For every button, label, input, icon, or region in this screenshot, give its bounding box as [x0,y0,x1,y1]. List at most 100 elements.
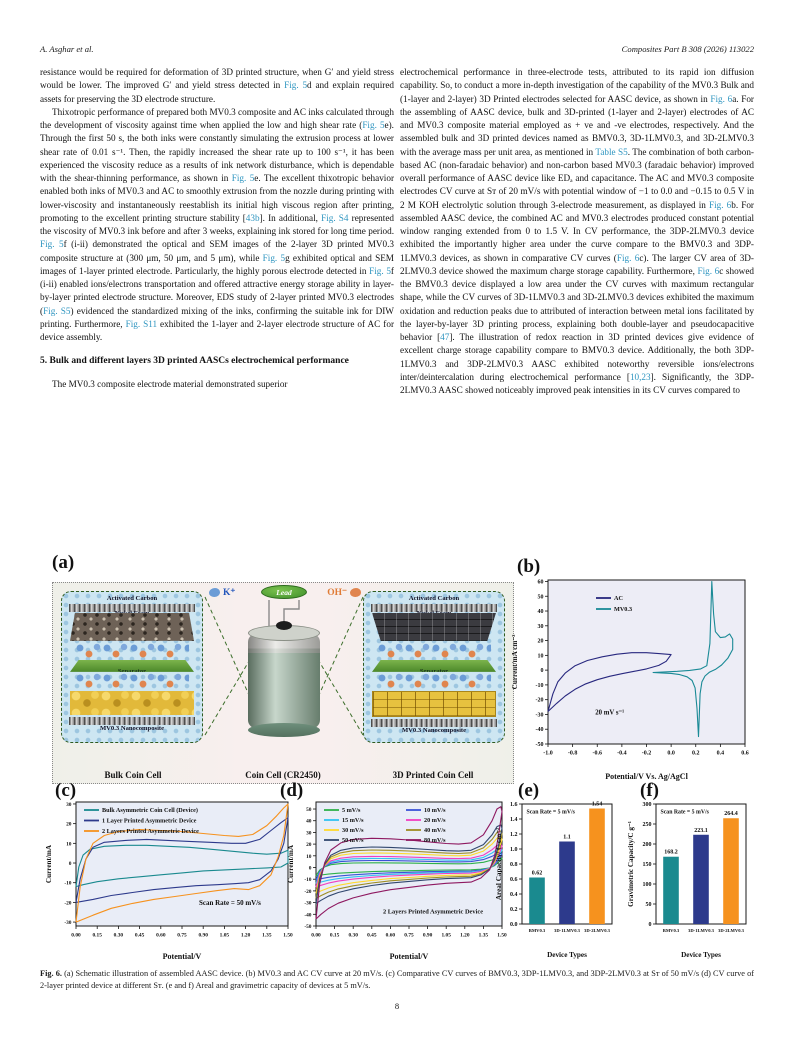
paragraph: The MV0.3 composite electrode material d… [52,379,288,390]
svg-text:-20: -20 [64,900,71,906]
ref-link[interactable]: Fig. 5 [284,80,308,91]
separator-label: Separator [117,667,147,675]
svg-text:3D-2LMV0.3: 3D-2LMV0.3 [718,928,745,933]
svg-text:5 mV/s: 5 mV/s [342,807,361,814]
panel-label-b: (b) [517,556,541,577]
svg-text:0.90: 0.90 [423,933,433,939]
svg-text:-50: -50 [536,742,544,748]
printed-mv03-layer [372,690,496,717]
svg-text:30: 30 [66,802,72,808]
ref-link[interactable]: Fig. 5 [262,252,286,263]
printed-cell-stack: Activated Carbon Nickel Foam Separator M… [363,591,505,743]
svg-text:-30: -30 [536,712,544,718]
ion-droplets [377,671,491,690]
lead-label: Lead [261,585,307,599]
svg-text:Device Types: Device Types [547,951,587,959]
page-number: 8 [394,1001,400,1011]
ref-link[interactable]: Fig. 6 [697,265,720,276]
svg-text:0.60: 0.60 [156,933,166,939]
mv03-label: MV0.3 Nanocomposite [99,724,165,732]
ref-link[interactable]: Fig. S11 [125,318,158,329]
svg-text:1 Layer Printed Asymmetric Dev: 1 Layer Printed Asymmetric Device [102,818,197,825]
svg-text:1.2: 1.2 [510,832,518,838]
svg-text:-1.0: -1.0 [543,751,553,757]
svg-text:250: 250 [643,822,652,828]
ref-link[interactable]: Fig. S5 [43,305,71,316]
ref-link[interactable]: Fig. 5 [362,120,385,130]
svg-text:0.15: 0.15 [330,933,340,939]
figure-caption-label: Fig. 6. [40,969,62,978]
printed-coin-cell-caption: 3D Printed Coin Cell [392,770,474,780]
svg-text:BMV0.3: BMV0.3 [529,928,546,933]
ion-droplets [75,641,189,660]
ref-link[interactable]: Fig. 5 [40,239,64,250]
section-heading: 5. Bulk and different layers 3D printed … [40,356,349,367]
svg-text:30: 30 [306,830,312,836]
chart-c-cv-devices: 0.00 0.15 0.30 0.45 0.60 0.75 0.90 1.05 1.20 1.35… [42,796,296,969]
ion-droplets [75,671,189,690]
panel-label-e: (e) [518,780,540,801]
svg-text:150: 150 [643,862,652,868]
ref-link[interactable]: Fig. 6 [616,252,640,263]
ref-link[interactable]: Fig. 5 [369,265,391,276]
potassium-ion: K⁺ [209,587,235,598]
svg-text:0.0: 0.0 [667,751,675,757]
svg-text:-10: -10 [64,881,71,887]
svg-text:-0.2: -0.2 [642,751,652,757]
svg-text:Scan Rate = 5 mV/s: Scan Rate = 5 mV/s [527,810,576,816]
svg-text:-0.8: -0.8 [568,751,578,757]
svg-text:0.15: 0.15 [92,933,102,939]
svg-text:-40: -40 [304,912,311,918]
ref-link[interactable]: Fig. 5 [231,173,255,183]
svg-text:264.4: 264.4 [724,811,738,817]
svg-text:1.35: 1.35 [262,933,272,939]
ref-link[interactable]: Fig. S4 [321,212,349,223]
paragraph: electrochemical performance in three-ele… [400,67,755,395]
svg-text:0.00: 0.00 [311,933,321,939]
panel-label-f: (f) [640,780,659,801]
printed-carbon-layer [372,612,496,641]
svg-text:-20: -20 [536,698,544,704]
svg-text:Current/mA: Current/mA [287,844,295,883]
figure-6: (a) Activated Carbon Nickel Foam Separat… [40,552,754,969]
svg-text:3D-1LMV0.3: 3D-1LMV0.3 [688,928,715,933]
svg-text:10: 10 [538,653,544,659]
svg-text:0: 0 [649,922,652,928]
svg-text:0.2: 0.2 [510,907,518,913]
ref-link[interactable]: 10,23 [629,371,651,382]
svg-text:1.05: 1.05 [441,933,451,939]
svg-text:20: 20 [306,842,312,848]
svg-text:-10: -10 [304,877,311,883]
svg-text:0.4: 0.4 [510,892,518,898]
ref-link[interactable]: Table S5 [595,146,628,157]
bulk-coin-cell-caption: Bulk Coin Cell [104,770,162,780]
svg-text:100: 100 [643,882,652,888]
svg-text:-20: -20 [304,889,311,895]
svg-text:Potential/V Vs. Ag/AgCl: Potential/V Vs. Ag/AgCl [605,772,688,781]
svg-text:223.1: 223.1 [694,828,708,834]
ref-link[interactable]: Fig. 6 [710,93,733,104]
svg-text:-50: -50 [304,924,311,930]
svg-text:20 mV/s: 20 mV/s [424,817,446,824]
svg-text:MV0.3: MV0.3 [614,606,632,613]
separator-layer: Separator [372,659,496,672]
ref-link[interactable]: 43b [245,212,260,223]
k-ion-icon [209,588,220,597]
coin-cell-center: K⁺ Lead OH⁻ [203,583,365,751]
svg-text:-40: -40 [536,727,544,733]
ref-link[interactable]: 47 [440,332,450,342]
svg-text:Potential/V: Potential/V [390,952,429,961]
svg-text:-10: -10 [536,683,544,689]
svg-text:0.75: 0.75 [177,933,187,939]
svg-text:0.8: 0.8 [510,862,518,868]
mv03-bulk-layer [70,690,194,715]
svg-text:10: 10 [306,854,312,860]
schematic-panel-a: Activated Carbon Nickel Foam Separator M… [52,582,514,784]
paragraph: Thixotropic performance of prepared both… [40,106,394,342]
svg-text:0.4: 0.4 [717,751,725,757]
header-authors: A. Asghar et al. [40,44,94,54]
svg-text:200: 200 [643,842,652,848]
ref-link[interactable]: Fig. 6 [708,199,732,210]
chart-f-gravimetric-capacity: 0 50 100 150 200 250 300 Gravimetric Capacity/C… [624,796,750,969]
svg-text:10 mV/s: 10 mV/s [424,807,446,814]
